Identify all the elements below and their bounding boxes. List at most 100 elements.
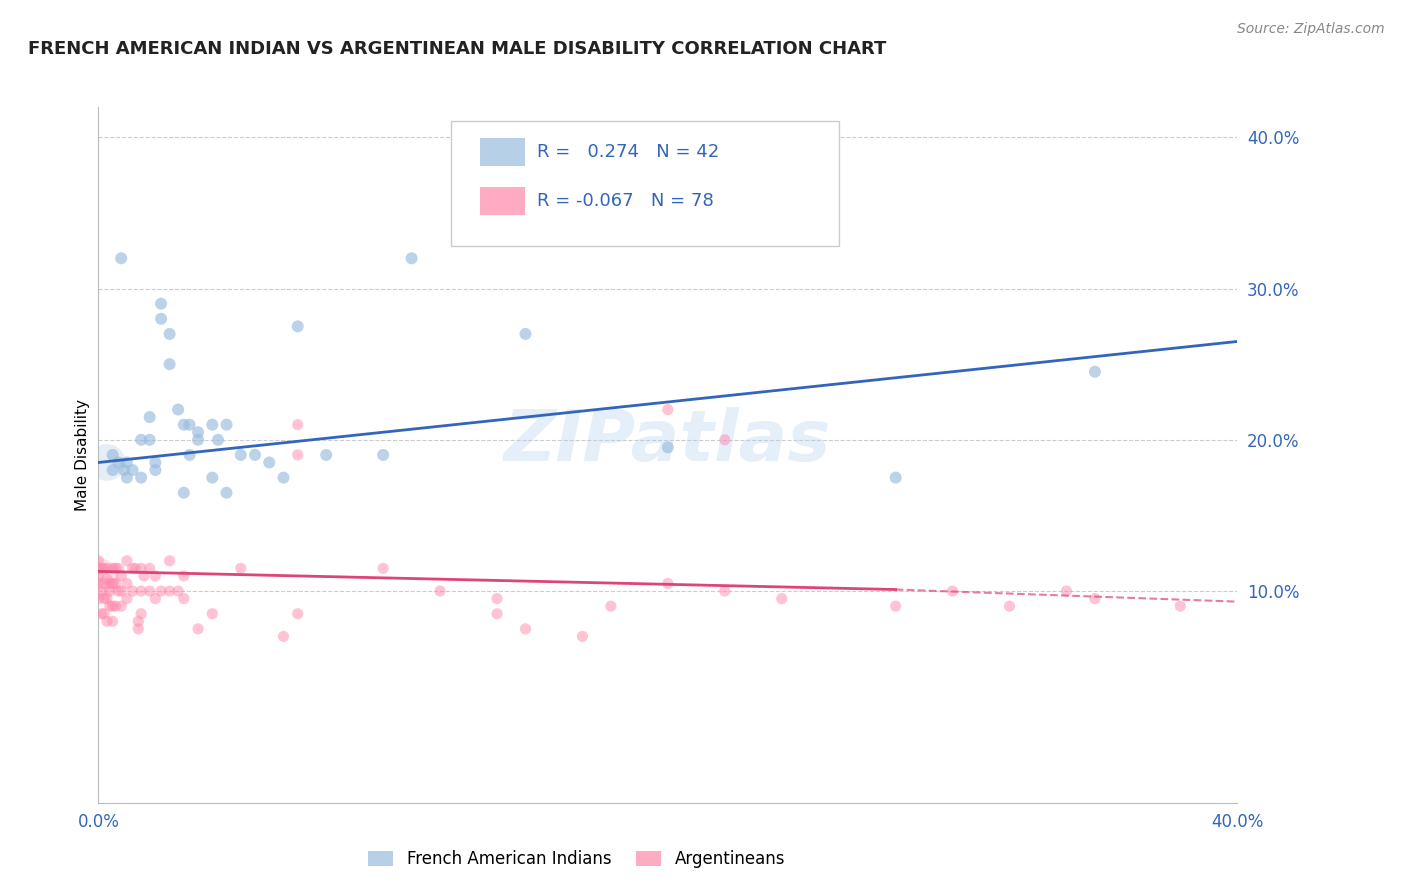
Point — [179, 448, 201, 462]
Point — [96, 572, 118, 586]
Point — [93, 607, 115, 621]
Point — [515, 326, 537, 341]
Point — [150, 584, 173, 599]
Y-axis label: Male Disability: Male Disability — [75, 399, 90, 511]
Point — [187, 622, 209, 636]
Point — [486, 591, 509, 606]
Point — [167, 402, 190, 417]
Point — [129, 470, 152, 484]
Point — [87, 591, 110, 606]
Point — [101, 463, 124, 477]
Point — [112, 463, 135, 477]
Point — [229, 448, 252, 462]
Point — [145, 455, 167, 469]
Legend: French American Indians, Argentineans: French American Indians, Argentineans — [361, 843, 792, 874]
Point — [138, 410, 160, 425]
Point — [187, 425, 209, 440]
Point — [714, 584, 737, 599]
Point — [229, 561, 252, 575]
Point — [98, 599, 121, 614]
Point — [110, 252, 132, 266]
Point — [1170, 599, 1192, 614]
Point — [179, 417, 201, 432]
Point — [942, 584, 965, 599]
Point — [90, 561, 112, 575]
Point — [101, 615, 124, 629]
Point — [187, 433, 209, 447]
Point — [201, 607, 224, 621]
Point — [273, 470, 295, 484]
Point — [129, 607, 152, 621]
Point — [115, 554, 138, 568]
Point — [87, 576, 110, 591]
Point — [87, 561, 110, 575]
Point — [87, 554, 110, 568]
FancyBboxPatch shape — [479, 187, 526, 215]
Point — [173, 417, 195, 432]
Point — [90, 584, 112, 599]
Point — [90, 607, 112, 621]
Point — [101, 448, 124, 462]
Point — [96, 591, 118, 606]
Point — [101, 561, 124, 575]
Point — [243, 448, 266, 462]
Point — [98, 584, 121, 599]
Point — [571, 629, 593, 643]
Point — [145, 569, 167, 583]
Point — [124, 561, 146, 575]
Point — [207, 433, 229, 447]
Point — [167, 584, 190, 599]
Point — [173, 569, 195, 583]
Point — [373, 561, 395, 575]
Point — [96, 455, 118, 469]
Point — [104, 599, 127, 614]
Point — [121, 561, 143, 575]
Point — [159, 357, 181, 371]
Point — [714, 433, 737, 447]
Point — [138, 584, 160, 599]
Point — [138, 433, 160, 447]
Point — [104, 576, 127, 591]
Point — [486, 607, 509, 621]
Text: R = -0.067   N = 78: R = -0.067 N = 78 — [537, 192, 714, 210]
Point — [98, 576, 121, 591]
Point — [150, 296, 173, 310]
Point — [96, 615, 118, 629]
Point — [770, 591, 793, 606]
Point — [115, 576, 138, 591]
Point — [173, 591, 195, 606]
Point — [287, 607, 309, 621]
Text: FRENCH AMERICAN INDIAN VS ARGENTINEAN MALE DISABILITY CORRELATION CHART: FRENCH AMERICAN INDIAN VS ARGENTINEAN MA… — [28, 40, 887, 58]
Point — [600, 599, 623, 614]
Point — [159, 554, 181, 568]
Point — [129, 561, 152, 575]
Point — [1056, 584, 1078, 599]
Point — [1084, 365, 1107, 379]
Text: Source: ZipAtlas.com: Source: ZipAtlas.com — [1237, 22, 1385, 37]
Point — [657, 402, 679, 417]
Point — [287, 448, 309, 462]
Point — [401, 252, 423, 266]
Point — [87, 569, 110, 583]
Point — [129, 584, 152, 599]
FancyBboxPatch shape — [479, 138, 526, 166]
Point — [215, 417, 238, 432]
Point — [150, 311, 173, 326]
Point — [657, 441, 679, 455]
Point — [138, 561, 160, 575]
Point — [115, 455, 138, 469]
Point — [101, 576, 124, 591]
Point — [159, 326, 181, 341]
Point — [287, 319, 309, 334]
Point — [115, 591, 138, 606]
Point — [129, 433, 152, 447]
Point — [287, 417, 309, 432]
Point — [884, 470, 907, 484]
Point — [132, 569, 155, 583]
Point — [159, 584, 181, 599]
Point — [145, 463, 167, 477]
Point — [429, 584, 451, 599]
Point — [93, 591, 115, 606]
Point — [201, 470, 224, 484]
Point — [110, 584, 132, 599]
